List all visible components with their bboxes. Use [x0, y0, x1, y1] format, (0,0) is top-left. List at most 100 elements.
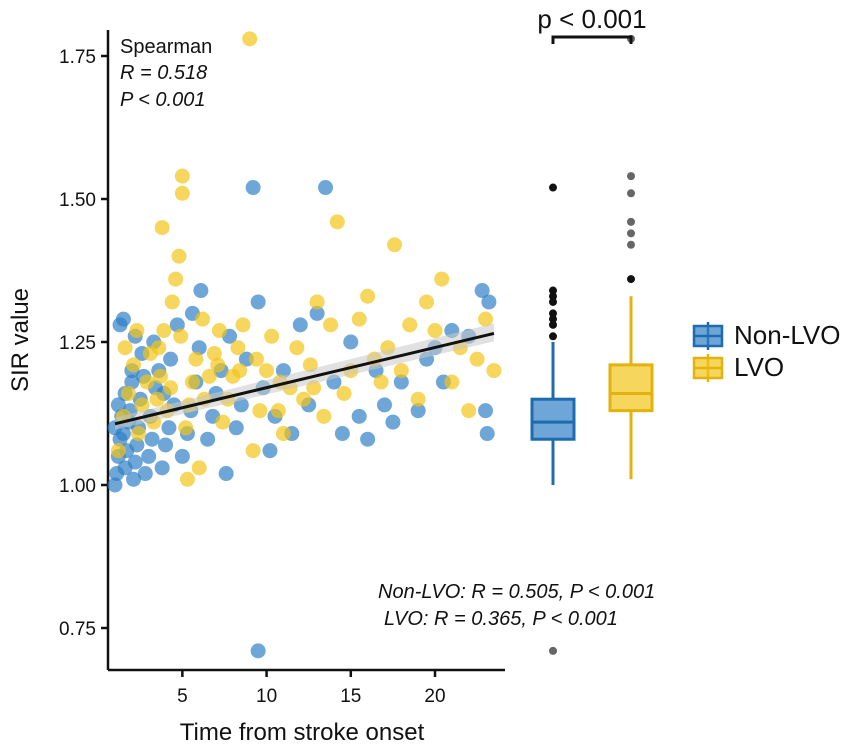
fit-line [114, 331, 495, 426]
point-lvo [134, 397, 150, 413]
point-lvo [242, 31, 258, 47]
outlier-point [549, 320, 557, 329]
point-nonlvo [137, 466, 153, 482]
point-nonlvo [115, 426, 131, 442]
point-lvo [211, 323, 227, 339]
point-lvo [259, 363, 275, 379]
legend: Non-LVO LVO [692, 320, 840, 382]
y-tick-label: 1.00 [59, 476, 96, 497]
point-nonlvo [191, 340, 207, 356]
spearman-p: P < 0.001 [120, 89, 205, 111]
point-lvo [296, 391, 312, 407]
x-tick-label: 20 [424, 686, 445, 707]
point-lvo [248, 351, 264, 367]
point-nonlvo [309, 305, 325, 321]
point-lvo [173, 328, 189, 344]
point-nonlvo [228, 420, 244, 436]
point-lvo [230, 340, 246, 356]
outlier-point [549, 297, 557, 306]
point-lvo [131, 426, 147, 442]
point-lvo [393, 363, 409, 379]
point-lvo [427, 323, 443, 339]
point-lvo [210, 357, 226, 373]
point-nonlvo [124, 374, 140, 390]
point-nonlvo [141, 448, 157, 464]
point-lvo [329, 214, 345, 230]
point-nonlvo [245, 180, 261, 196]
point-nonlvo [169, 317, 185, 333]
point-lvo [149, 391, 165, 407]
point-lvo [201, 368, 217, 384]
point-lvo [309, 294, 325, 310]
outlier-point [627, 240, 635, 249]
point-lvo [387, 237, 403, 253]
point-nonlvo [107, 477, 123, 493]
point-lvo [174, 168, 190, 184]
y-tick-label: 1.25 [59, 333, 96, 354]
point-lvo [188, 351, 204, 367]
point-lvo [191, 460, 207, 476]
point-nonlvo [376, 397, 392, 413]
point-lvo [245, 443, 261, 459]
point-lvo [461, 403, 477, 419]
point-lvo [252, 403, 268, 419]
point-lvo [164, 294, 180, 310]
point-lvo [235, 317, 251, 333]
outlier-point [627, 189, 635, 198]
x-tick-label: 5 [177, 686, 188, 707]
point-lvo [110, 443, 126, 459]
comparison-bracket [551, 35, 633, 44]
spearman-title: Spearman [120, 36, 212, 58]
outlier-point [549, 183, 557, 192]
point-nonlvo [275, 363, 291, 379]
point-lvo [323, 317, 339, 333]
point-lvo [275, 426, 291, 442]
x-tick-label: 15 [340, 686, 361, 707]
point-lvo [171, 248, 187, 264]
point-nonlvo [385, 414, 401, 430]
point-nonlvo [292, 317, 308, 333]
point-nonlvo [161, 420, 177, 436]
point-nonlvo [218, 466, 234, 482]
fit-confidence-band [115, 323, 494, 430]
lvo-stat: LVO: R = 0.365, P < 0.001 [384, 608, 618, 630]
point-lvo [444, 374, 460, 390]
point-nonlvo [112, 317, 128, 333]
point-lvo [152, 368, 168, 384]
point-lvo [373, 374, 389, 390]
point-lvo [434, 271, 450, 287]
outlier-point [549, 332, 557, 341]
y-tick-label: 1.50 [59, 190, 96, 211]
point-lvo [360, 288, 376, 304]
point-nonlvo [343, 334, 359, 350]
outlier-point [549, 646, 557, 655]
outlier-point [549, 315, 557, 324]
point-nonlvo [474, 283, 490, 299]
legend-label-nonlvo: Non-LVO [734, 320, 840, 350]
point-lvo [264, 328, 280, 344]
point-lvo [316, 408, 332, 424]
outlier-point [549, 309, 557, 318]
point-lvo [154, 220, 170, 236]
x-tick-label: 10 [256, 686, 277, 707]
x-axis-title: Time from stroke onset [180, 719, 425, 746]
point-lvo [478, 311, 494, 327]
outlier-point [627, 172, 635, 181]
point-lvo [402, 317, 418, 333]
point-lvo [419, 294, 435, 310]
point-nonlvo [334, 426, 350, 442]
point-lvo [215, 414, 231, 430]
point-nonlvo [200, 431, 216, 447]
point-lvo [469, 351, 485, 367]
point-nonlvo [478, 403, 494, 419]
scatter-panel: 0.75 1.00 1.25 1.50 1.75 5 10 15 20 [59, 30, 505, 707]
point-lvo [184, 374, 200, 390]
point-lvo [270, 403, 286, 419]
point-nonlvo [481, 294, 497, 310]
point-lvo [179, 471, 195, 487]
point-nonlvo [393, 374, 409, 390]
point-lvo [232, 363, 248, 379]
outlier-point [627, 275, 635, 284]
point-lvo [178, 420, 194, 436]
